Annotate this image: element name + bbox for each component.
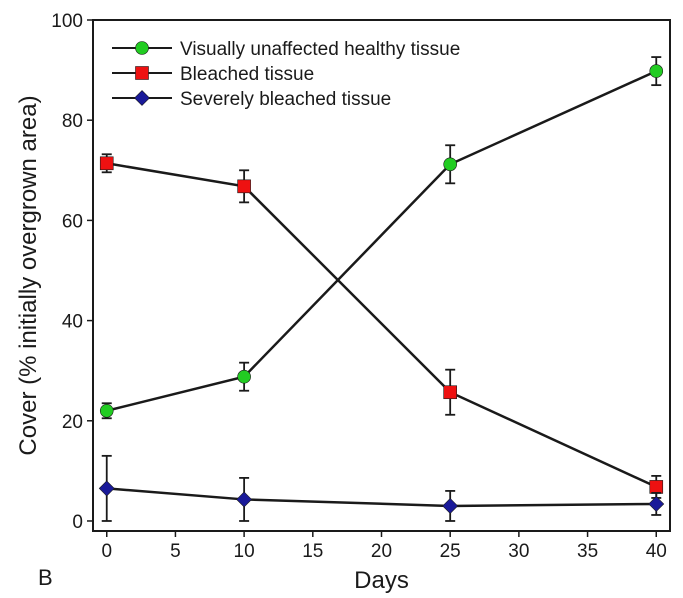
- x-axis-ticks: 0 5 10 15 20 25 30 35 40: [101, 531, 667, 562]
- data-point: [237, 369, 251, 384]
- data-point: [236, 491, 253, 508]
- data-point: [443, 385, 457, 400]
- x-tick-label: 15: [302, 541, 323, 562]
- series-line: [106, 487, 657, 508]
- legend-marker: [135, 41, 149, 55]
- x-tick-label: 25: [440, 541, 461, 562]
- series-line: [106, 162, 657, 489]
- x-tick-label: 35: [577, 541, 598, 562]
- data-point: [442, 498, 459, 514]
- data-point: [99, 156, 114, 171]
- legend-label: Bleached tissue: [180, 64, 314, 85]
- data-point: [99, 403, 114, 418]
- y-axis-ticks: 0 20 40 60 80 100: [51, 11, 93, 533]
- series-group: [98, 454, 665, 522]
- x-tick-label: 20: [371, 541, 392, 562]
- data-point: [443, 157, 457, 172]
- legend: Visually unaffected healthy tissue Bleach…: [112, 39, 460, 110]
- x-tick-label: 10: [234, 541, 255, 562]
- data-point: [649, 64, 664, 78]
- series-layer: [98, 56, 665, 522]
- x-tick-label: 5: [170, 541, 181, 562]
- x-tick-label: 30: [508, 541, 529, 562]
- y-tick-label: 100: [51, 11, 83, 32]
- legend-label: Severely bleached tissue: [180, 89, 391, 110]
- series-group: [99, 153, 664, 499]
- y-tick-label: 80: [62, 111, 83, 132]
- x-axis-title: Days: [354, 567, 409, 594]
- y-tick-label: 20: [62, 412, 83, 433]
- y-tick-label: 60: [62, 211, 83, 232]
- x-tick-label: 40: [646, 541, 667, 562]
- series-line: [106, 69, 657, 412]
- data-point: [237, 179, 251, 194]
- x-tick-label: 0: [101, 541, 112, 562]
- data-point: [98, 480, 115, 497]
- y-axis-title: Cover (% initially overgrown area): [15, 95, 42, 455]
- data-point: [648, 496, 665, 512]
- y-tick-label: 0: [72, 512, 83, 533]
- data-point: [649, 480, 664, 494]
- series-group: [99, 56, 664, 420]
- legend-marker: [135, 66, 149, 80]
- y-tick-label: 40: [62, 312, 83, 333]
- legend-marker: [134, 90, 150, 106]
- legend-label: Visually unaffected healthy tissue: [180, 39, 460, 60]
- panel-label: B: [38, 565, 53, 590]
